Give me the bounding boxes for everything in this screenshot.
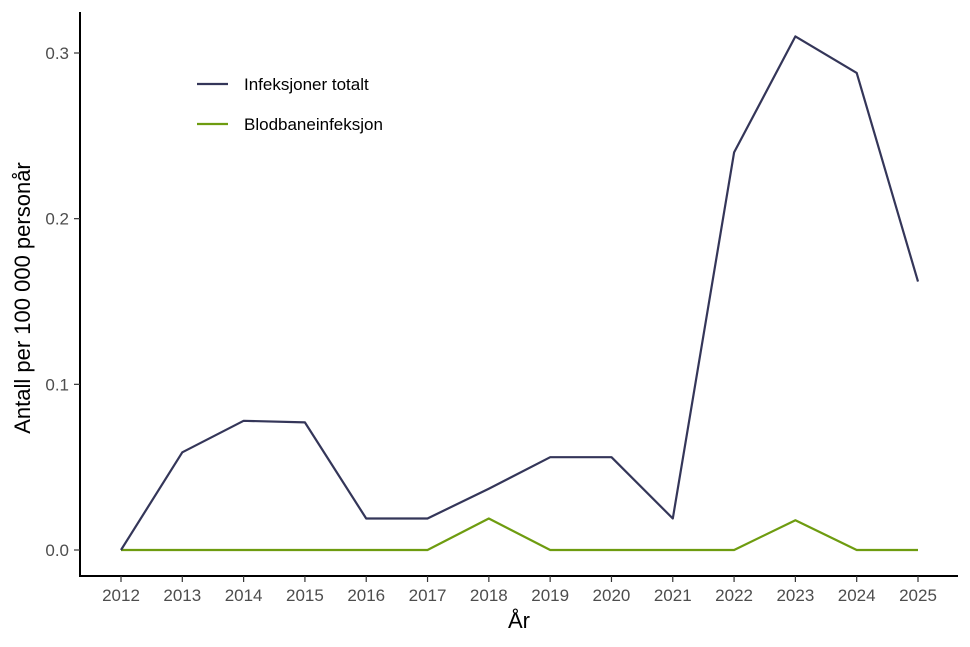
x-tick-label: 2015 bbox=[286, 586, 324, 605]
y-tick-label: 0.1 bbox=[45, 375, 69, 394]
x-tick-label: 2012 bbox=[102, 586, 140, 605]
legend-label: Infeksjoner totalt bbox=[244, 75, 369, 94]
y-tick-label: 0.3 bbox=[45, 44, 69, 63]
x-tick-label: 2018 bbox=[470, 586, 508, 605]
y-tick-label: 0.2 bbox=[45, 210, 69, 229]
x-tick-label: 2025 bbox=[899, 586, 937, 605]
y-axis-ticks: 0.0 0.1 0.2 0.3 bbox=[45, 44, 80, 560]
series-line-0 bbox=[120, 35, 920, 551]
x-axis-ticks: 2012 2013 2014 2015 2016 2017 2018 2019 2020 2021… bbox=[102, 576, 937, 605]
legend-label: Blodbaneinfeksjon bbox=[244, 115, 383, 134]
x-tick-label: 2020 bbox=[593, 586, 631, 605]
x-tick-label: 2013 bbox=[163, 586, 201, 605]
plot-lines bbox=[120, 35, 920, 552]
legend-item-0: Infeksjoner totalt bbox=[197, 75, 369, 94]
x-tick-label: 2014 bbox=[225, 586, 263, 605]
series-line-1 bbox=[121, 517, 918, 552]
legend: Infeksjoner totalt Blodbaneinfeksjon bbox=[197, 75, 383, 134]
x-axis-title: År bbox=[508, 608, 530, 633]
x-tick-label: 2016 bbox=[347, 586, 385, 605]
x-tick-label: 2023 bbox=[776, 586, 814, 605]
x-tick-label: 2021 bbox=[654, 586, 692, 605]
y-axis-title: Antall per 100 000 personår bbox=[10, 162, 35, 434]
x-tick-label: 2019 bbox=[531, 586, 569, 605]
y-tick-label: 0.0 bbox=[45, 541, 69, 560]
x-tick-label: 2017 bbox=[409, 586, 447, 605]
legend-item-1: Blodbaneinfeksjon bbox=[197, 115, 383, 134]
x-tick-label: 2024 bbox=[838, 586, 876, 605]
x-tick-label: 2022 bbox=[715, 586, 753, 605]
